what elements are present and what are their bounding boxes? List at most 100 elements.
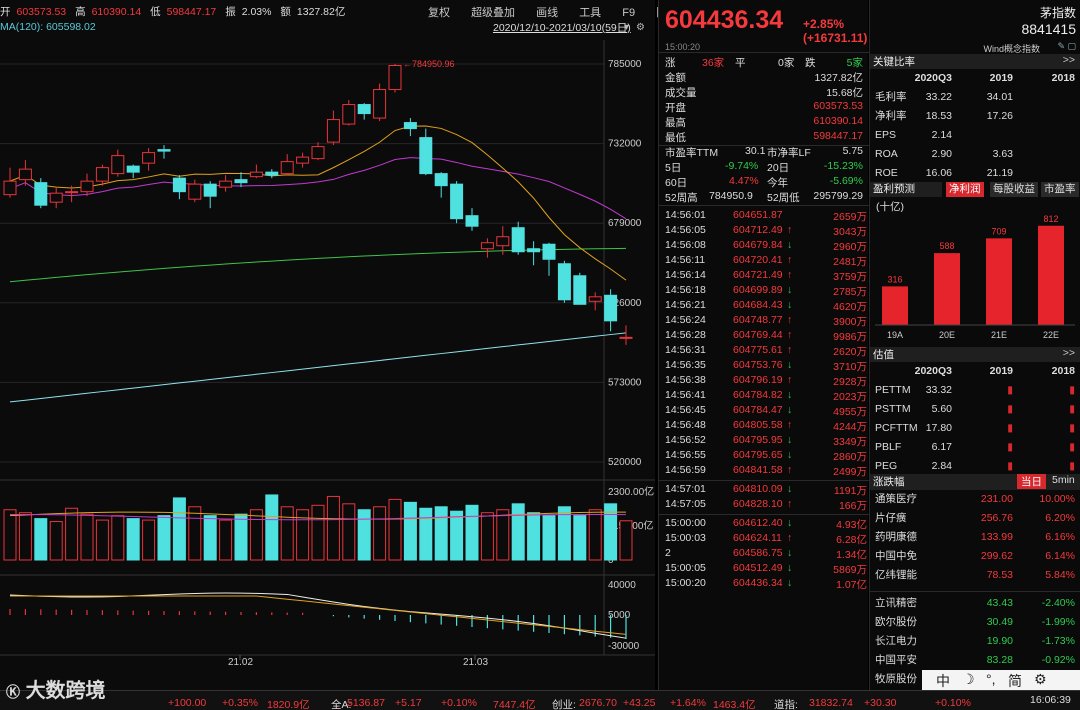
settings-icon[interactable]: ⚙ (636, 22, 645, 33)
tick-price: 604651.87 (733, 209, 783, 221)
status-item: +0.10% (441, 697, 477, 709)
volume-bar (18, 512, 32, 561)
ratio-2019: 3.63 (992, 148, 1013, 160)
mover-row[interactable]: 牧原股份 (870, 670, 1080, 689)
status-item: +100.00 (168, 697, 207, 709)
mover-row[interactable]: 亿纬锂能 78.53 5.84% (870, 566, 1080, 585)
up-count: 36家 (702, 57, 725, 69)
tick-price: 604586.75 (733, 547, 783, 559)
volume-bar (111, 515, 125, 561)
menu-fuquan[interactable]: 复权 (428, 7, 450, 19)
ime-settings-icon[interactable]: ⚙ (1034, 671, 1047, 687)
macd-tick-label: -30000 (608, 641, 640, 652)
bar-icon: ▮ (1069, 460, 1075, 472)
tick-row: 15:00:20 604436.34 ↓ 1.07亿 (665, 577, 867, 592)
tab-pe[interactable]: 市盈率 (1041, 182, 1079, 197)
mover-row[interactable]: 药明康德 133.99 6.16% (870, 528, 1080, 547)
tab-eps[interactable]: 每股收益 (990, 182, 1038, 197)
quote-time: 15:00:20 (665, 42, 701, 52)
stock-price: 78.53 (986, 569, 1013, 581)
ime-chinese-toggle[interactable]: 中 (936, 673, 950, 689)
tick-volume: 5869万 (833, 564, 867, 576)
ratio-2020q3: 33.22 (925, 91, 952, 103)
forecast-bar-value: 316 (887, 274, 902, 284)
valuation-more[interactable]: >> (1062, 347, 1075, 359)
tick-time: 2 (665, 547, 671, 559)
mover-row[interactable]: 中国中免 299.62 6.14% (870, 547, 1080, 566)
candle (65, 185, 79, 203)
volume-bar (619, 520, 633, 561)
volume-bar (95, 519, 109, 561)
col-2019: 2019 (989, 365, 1013, 377)
tick-time: 14:56:52 (665, 434, 706, 446)
pe-value: 30.1 (745, 145, 766, 157)
amplitude-value: 2.03% (241, 6, 272, 18)
forecast-bar-value: 812 (1043, 214, 1058, 224)
tick-arrow-icon: ↓ (787, 359, 793, 371)
tick-volume: 4244万 (833, 421, 867, 433)
mover-row[interactable]: 通策医疗 231.00 10.00% (870, 490, 1080, 509)
bar-icon: ▮ (1069, 384, 1075, 396)
ratio-2019: 34.01 (986, 91, 1013, 103)
forecast-unit: (十亿) (876, 201, 904, 213)
volume-bar (311, 504, 325, 561)
valuation-value: 5.60 (931, 403, 952, 415)
bar-icon: ▮ (1007, 384, 1013, 396)
stock-change: -1.73% (1041, 635, 1075, 647)
ma120-readout: MA(120): 605598.02 (0, 21, 96, 33)
mover-row[interactable]: 立讯精密 43.43 -2.40% (870, 594, 1080, 613)
volume-bar (234, 513, 248, 561)
mover-row[interactable]: 欧尔股份 30.49 -1.99% (870, 613, 1080, 632)
tick-time: 14:56:45 (665, 404, 706, 416)
valuation-col-header: 2020Q3 2019 2018 (870, 362, 1080, 381)
col-2019: 2019 (989, 72, 1013, 84)
menu-f9[interactable]: F9 (622, 7, 636, 19)
candle (542, 242, 556, 276)
price-tick-label: 573000 (608, 377, 642, 388)
ratios-more[interactable]: >> (1062, 54, 1075, 66)
status-item: 1820.9亿 (267, 699, 310, 710)
dropdown-icon[interactable]: ▾ (624, 22, 630, 33)
valuation-table: 2020Q3 2019 2018 PETTM 33.32 ▮ ▮ PSTTM 5.60 ▮ ▮ PCF… (870, 362, 1080, 476)
ratio-label: 毛利率 (875, 91, 907, 103)
perf-60d-value: 4.47% (729, 175, 759, 187)
logo-text: 大数跨境 (25, 680, 106, 702)
volume-bar (604, 503, 618, 561)
moon-icon[interactable]: ☽ (962, 671, 975, 687)
stat-row: 金额 1327.82亿 (665, 70, 865, 85)
tab-net-profit[interactable]: 净利润 (946, 182, 984, 197)
tick-price: 604841.58 (733, 464, 783, 476)
candle (296, 152, 310, 168)
menu-overlay[interactable]: 超级叠加 (471, 7, 516, 19)
stat-label: 最低 (665, 132, 686, 144)
ime-simplified-toggle[interactable]: 简 (1008, 673, 1022, 689)
volume-bar (326, 495, 340, 561)
last-price: 604436.34 (665, 6, 784, 34)
edit-icon[interactable]: ✎ ▢ (1057, 41, 1076, 51)
candle (403, 118, 417, 137)
perf-5d-label: 5日 (665, 162, 682, 174)
forecast-x-label: 19A (887, 330, 903, 340)
ratio-row: ROE 16.06 21.19 (870, 164, 1080, 183)
stock-change: -0.92% (1041, 654, 1075, 666)
stock-price: 299.62 (980, 550, 1013, 562)
tick-arrow-icon: ↑ (787, 314, 793, 326)
tick-row: 14:56:52 604795.95 ↓ 3349万 (665, 434, 867, 449)
punct-icon[interactable]: °, (986, 671, 996, 687)
mover-row[interactable]: 中国平安 83.28 -0.92% (870, 651, 1080, 670)
ratios-title: 关键比率 (873, 56, 915, 68)
mover-row[interactable]: 长江电力 19.90 -1.73% (870, 632, 1080, 651)
stock-name: 通策医疗 (875, 493, 917, 505)
tab-5min[interactable]: 5min (1052, 474, 1075, 486)
mover-row[interactable]: 片仔癀 256.76 6.20% (870, 509, 1080, 528)
tick-volume: 2860万 (833, 451, 867, 463)
tick-row: 14:56:45 604784.47 ↓ 4955万 (665, 404, 867, 419)
date-range-selector[interactable]: 2020/12/10-2021/03/10(59日) (493, 22, 631, 34)
vol-ma-line (9, 511, 627, 520)
menu-draw[interactable]: 画线 (536, 7, 559, 19)
tab-today[interactable]: 当日 (1017, 474, 1046, 489)
kline-chart-panel[interactable]: 开 603573.53 高 610390.14 低 598447.17 振 2.03% … (0, 0, 678, 690)
menu-tools[interactable]: 工具 (579, 7, 602, 19)
high-label: 高 (75, 6, 86, 18)
price-tick-label: 626000 (608, 298, 642, 309)
